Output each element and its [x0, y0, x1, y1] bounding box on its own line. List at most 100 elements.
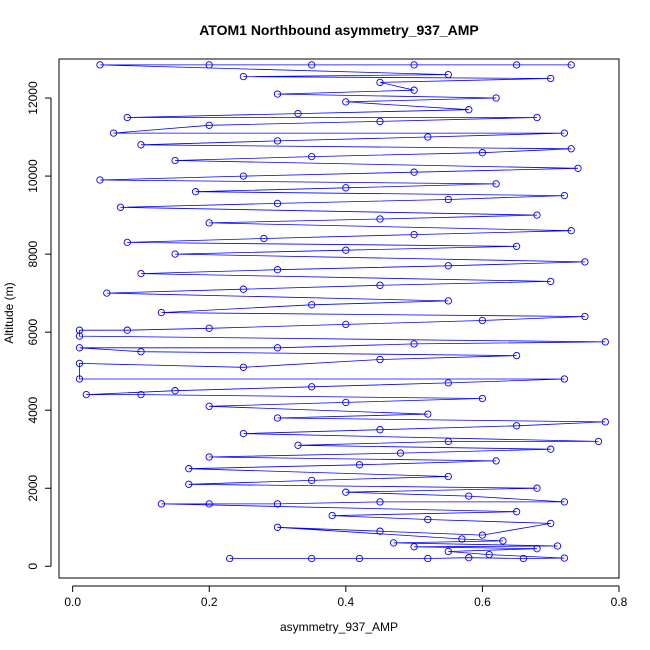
data-point	[137, 348, 145, 356]
data-point	[376, 117, 384, 126]
data-point	[123, 113, 131, 122]
data-point	[75, 332, 84, 340]
data-point	[567, 61, 575, 69]
data-point	[239, 285, 248, 293]
data-point	[205, 500, 213, 508]
data-point	[492, 94, 500, 102]
data-point	[410, 168, 418, 176]
data-point	[410, 86, 418, 94]
data-point	[533, 484, 541, 492]
series-line	[79, 64, 606, 559]
data-point	[185, 480, 193, 488]
data-point	[512, 61, 521, 69]
data-point	[410, 543, 418, 551]
data-point	[547, 74, 555, 83]
data-point	[424, 133, 432, 141]
data-point	[376, 281, 384, 289]
data-point	[157, 308, 166, 317]
data-point	[171, 250, 179, 258]
data-point	[96, 176, 104, 184]
data-point	[137, 269, 145, 278]
y-tick-label: 2000	[26, 475, 40, 502]
data-point	[308, 152, 316, 161]
data-point	[171, 156, 179, 165]
data-point	[328, 511, 336, 520]
data-point	[191, 188, 200, 196]
data-point	[444, 262, 452, 270]
data-point	[273, 199, 282, 208]
data-point	[424, 515, 432, 524]
y-tick-label: 0	[26, 563, 40, 570]
data-point	[512, 351, 521, 360]
data-point	[533, 211, 541, 219]
data-point	[75, 359, 84, 368]
data-point	[355, 461, 364, 469]
data-point	[512, 422, 521, 430]
data-point	[389, 539, 398, 547]
data-point	[123, 238, 131, 247]
data-point	[512, 508, 521, 516]
data-point	[294, 109, 302, 118]
data-point	[342, 184, 350, 192]
data-point	[342, 488, 350, 496]
data-point	[239, 363, 248, 371]
data-point	[260, 234, 268, 243]
data-point	[137, 141, 145, 149]
data-point	[581, 312, 589, 321]
data-point	[342, 398, 350, 407]
data-point	[458, 535, 466, 543]
data-point	[567, 145, 575, 153]
data-point	[137, 390, 145, 399]
data-point	[109, 129, 118, 137]
data-point	[444, 70, 452, 79]
data-point	[444, 547, 452, 556]
x-axis-label: asymmetry_937_AMP	[280, 620, 398, 634]
data-point	[82, 390, 90, 399]
data-point	[424, 554, 432, 563]
data-point	[355, 554, 364, 563]
data-point	[239, 72, 248, 81]
x-tick-label: 0.8	[611, 595, 628, 609]
data-point	[103, 289, 111, 297]
data-point	[376, 215, 384, 223]
data-point	[273, 137, 282, 145]
data-point	[273, 414, 282, 422]
data-point	[342, 246, 350, 254]
data-point	[485, 550, 493, 559]
data-point	[512, 242, 521, 250]
data-point	[560, 498, 569, 506]
data-point	[492, 180, 500, 188]
x-tick-label: 0.0	[64, 595, 81, 609]
data-point	[533, 113, 541, 122]
data-point	[547, 277, 555, 286]
data-point	[123, 326, 131, 334]
data-point	[376, 527, 384, 535]
data-point	[294, 441, 302, 449]
x-tick-label: 0.2	[201, 595, 218, 609]
data-point	[116, 203, 125, 211]
data-point	[205, 219, 213, 227]
data-point	[226, 554, 234, 563]
data-point	[465, 554, 473, 562]
axes-layer: 0.0 0.2 0.4 0.6 0.8 0 2000 4000 6000 8000 10000 120…	[26, 81, 628, 609]
data-point	[205, 453, 213, 461]
data-point	[478, 394, 487, 403]
data-point	[342, 98, 350, 106]
data-point	[273, 523, 282, 531]
data-point	[205, 61, 213, 69]
y-tick-label: 4000	[26, 397, 40, 424]
data-point	[273, 344, 282, 352]
data-point	[581, 258, 589, 266]
data-point	[560, 554, 569, 562]
data-point	[574, 164, 582, 172]
data-point	[308, 383, 316, 391]
data-point	[567, 227, 575, 235]
plot-frame	[58, 58, 620, 579]
data-point	[444, 195, 452, 204]
data-point	[308, 301, 316, 309]
chart-title: ATOM1 Northbound asymmetry_937_AMP	[199, 22, 479, 38]
data-point	[396, 449, 405, 457]
y-tick-label: 12000	[26, 81, 40, 115]
data-point	[273, 500, 282, 508]
